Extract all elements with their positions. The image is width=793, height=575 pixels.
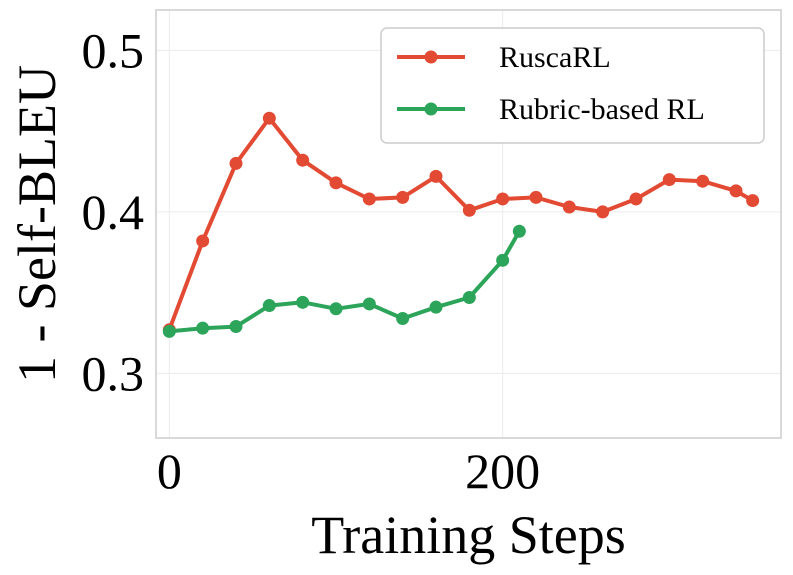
data-point [362, 297, 376, 311]
legend-label: RuscaRL [499, 41, 611, 74]
series-layer [162, 111, 760, 338]
legend-label: Rubric-based RL [499, 93, 705, 126]
y-axis-ticks: 0.3 0.4 0.5 [82, 22, 145, 401]
y-axis-label: 1 - Self-BLEU [7, 65, 67, 383]
data-point [629, 192, 643, 206]
data-point [496, 253, 510, 267]
data-point [729, 184, 743, 198]
series-0 [162, 111, 760, 337]
data-point [162, 324, 176, 338]
data-point [429, 300, 443, 314]
data-point [262, 299, 276, 313]
data-point [746, 194, 760, 208]
series-line [167, 229, 522, 334]
data-point [362, 192, 376, 206]
data-point [396, 190, 410, 204]
y-tick-label: 0.3 [82, 345, 145, 401]
data-point [329, 176, 343, 190]
data-point [329, 302, 343, 316]
data-point [512, 224, 526, 238]
y-tick-label: 0.4 [82, 184, 145, 240]
data-point [229, 320, 243, 334]
legend-swatch-marker [424, 102, 438, 116]
data-point [662, 173, 676, 187]
legend: RuscaRL Rubric-based RL [380, 27, 765, 144]
x-tick-label: 0 [157, 443, 182, 499]
x-tick-label: 200 [465, 443, 540, 499]
data-point [396, 311, 410, 325]
data-point [696, 174, 710, 188]
legend-box [380, 27, 765, 144]
data-point [429, 169, 443, 183]
data-point [196, 321, 210, 335]
legend-swatch-marker [424, 50, 438, 64]
data-point [296, 295, 310, 309]
data-point [529, 190, 543, 204]
data-point [229, 156, 243, 170]
y-tick-label: 0.5 [82, 22, 145, 78]
series-1 [162, 224, 526, 338]
data-point [196, 234, 210, 248]
data-point [496, 192, 510, 206]
plot-frame [155, 9, 782, 439]
x-axis-ticks: 0 200 [157, 443, 540, 499]
data-point [596, 205, 610, 219]
data-point [562, 200, 576, 214]
x-axis-label: Training Steps [311, 505, 626, 565]
data-point [262, 111, 276, 125]
data-point [296, 153, 310, 167]
data-point [462, 203, 476, 217]
data-point [462, 290, 476, 304]
